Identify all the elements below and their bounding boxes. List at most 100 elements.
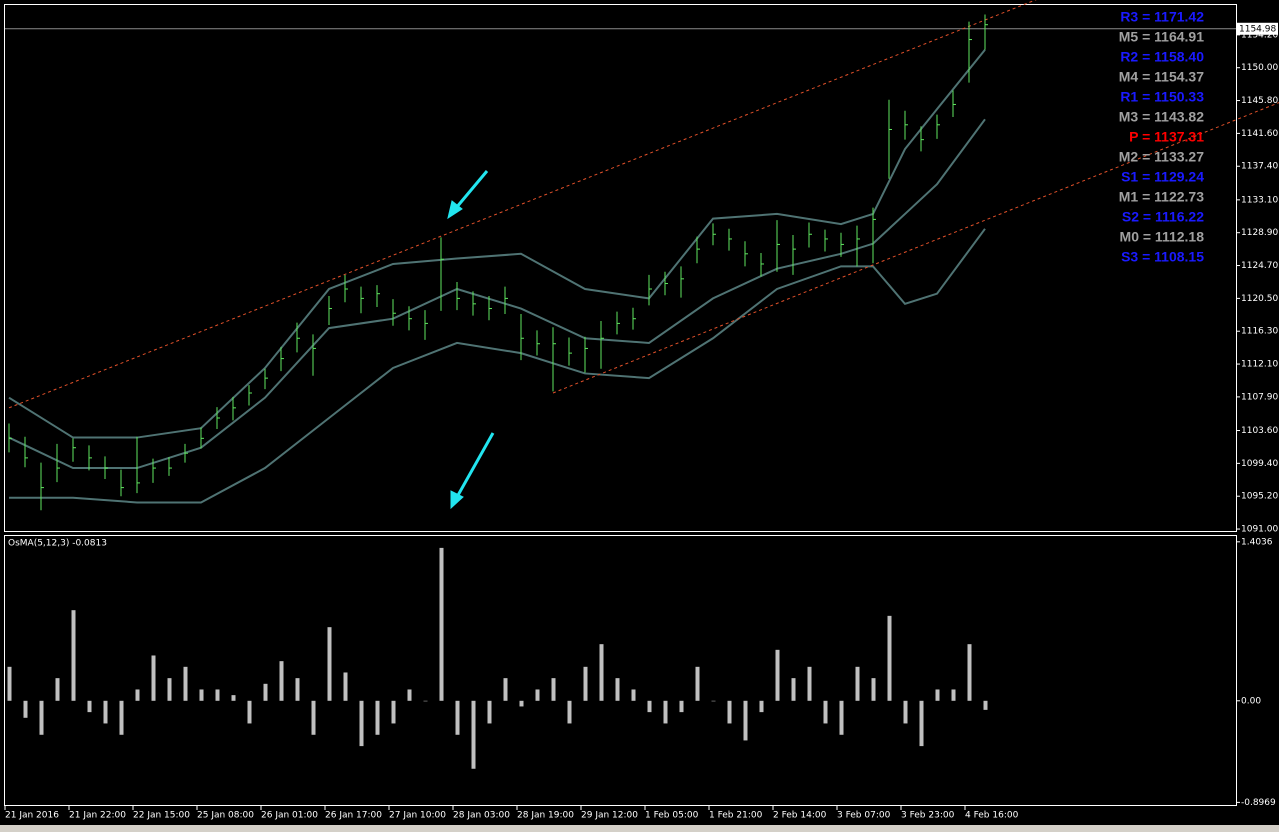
histogram-bar (519, 700, 524, 707)
pivot-label: M0 = 1112.18 (1120, 229, 1205, 245)
pivot-label: S1 = 1129.24 (1121, 169, 1204, 185)
histogram-bar (791, 678, 796, 701)
x-tick-label: 26 Jan 01:00 (261, 811, 318, 821)
last-price-box (1237, 22, 1278, 35)
pivot-label: M4 = 1154.37 (1119, 69, 1204, 85)
y-tick-label: 1133.10 (1241, 195, 1278, 205)
x-tick-label: 22 Jan 15:00 (133, 811, 190, 821)
arrows (447, 170, 495, 510)
histogram-bar (359, 700, 364, 747)
histogram-bar (215, 689, 220, 701)
y-tick-label: 1112.10 (1241, 360, 1278, 370)
histogram-bar (935, 689, 940, 701)
histogram-bar (679, 700, 684, 713)
main-pane-frame (4, 4, 1237, 532)
x-tick-label: 21 Jan 22:00 (69, 811, 126, 821)
histogram-bar (759, 700, 764, 713)
histogram-bar (119, 700, 124, 735)
pivot-label: M5 = 1164.91 (1119, 29, 1204, 45)
x-tick-label: 1 Feb 05:00 (645, 811, 699, 821)
y-tick-label: 1107.90 (1241, 392, 1278, 402)
histogram-bar (583, 666, 588, 701)
histogram-bar (967, 644, 972, 701)
histogram-bar (503, 678, 508, 701)
histogram-bar (87, 700, 92, 713)
y-tick-label: 1154.20 (1241, 30, 1278, 40)
histogram-bar (551, 678, 556, 701)
histogram-bar (295, 678, 300, 701)
arrow-head (447, 200, 463, 220)
pivot-label: R1 = 1150.33 (1120, 89, 1204, 105)
histogram-bar (279, 661, 284, 701)
histogram-bar (983, 700, 988, 710)
y-tick-label: 1116.30 (1241, 327, 1278, 337)
histogram-bar (7, 666, 12, 701)
histogram-bar (151, 655, 156, 701)
histogram-bar (839, 700, 844, 735)
arrow (455, 432, 495, 498)
histogram-bar (727, 700, 732, 724)
indicator-label: OsMA(5,12,3) -0.0813 (8, 539, 107, 549)
y-tick-label: -0.8969 (1241, 798, 1276, 808)
x-tick-label: 25 Jan 08:00 (197, 811, 254, 821)
pivot-label: M3 = 1143.82 (1119, 109, 1204, 125)
histogram-bar (631, 689, 636, 701)
histogram-bar (487, 700, 492, 724)
histogram-bar (695, 666, 700, 701)
histogram-bar (343, 672, 348, 701)
histogram-bar (455, 700, 460, 735)
y-tick-label: 1099.40 (1241, 459, 1278, 469)
y-tick-label: 1095.20 (1241, 492, 1278, 502)
histogram-bar (887, 615, 892, 701)
histogram-bar (535, 689, 540, 701)
histogram-bar (263, 683, 268, 701)
histogram-bar (423, 700, 428, 702)
histogram-bar (55, 678, 60, 701)
y-tick-label: 1141.60 (1241, 129, 1278, 139)
histogram-bar (407, 689, 412, 701)
x-tick-label: 28 Jan 03:00 (453, 811, 510, 821)
histogram-bar (919, 700, 924, 747)
x-tick-label: 2 Feb 14:00 (773, 811, 827, 821)
histogram-bar (135, 689, 140, 701)
histogram-bar (599, 644, 604, 701)
histogram-bar (615, 678, 620, 701)
y-tick-label: 1103.60 (1241, 426, 1278, 436)
tab-bar (0, 825, 1279, 832)
histogram-bar (439, 547, 444, 701)
histogram-bar (823, 700, 828, 724)
histogram-bar (711, 700, 716, 702)
histogram-bar (23, 700, 28, 718)
arrow (454, 170, 489, 209)
histogram-bar (247, 700, 252, 724)
pivot-label: R3 = 1171.42 (1120, 9, 1204, 25)
pivot-label: S2 = 1116.22 (1122, 209, 1204, 225)
x-tick-label: 26 Jan 17:00 (325, 811, 382, 821)
histogram-bar (39, 700, 44, 735)
histogram-bar (71, 610, 76, 701)
band-line (8, 118, 986, 470)
pivot-label: M1 = 1122.73 (1119, 189, 1204, 205)
x-tick-label: 29 Jan 12:00 (581, 811, 638, 821)
histogram-bar (167, 678, 172, 701)
band-line (8, 49, 986, 439)
y-tick-label: 1150.00 (1241, 63, 1278, 73)
arrow-head (450, 490, 464, 510)
histogram-bar (871, 678, 876, 701)
x-tick-label: 4 Feb 16:00 (965, 811, 1019, 821)
y-tick-label: 1145.80 (1241, 96, 1278, 106)
histogram-bar (807, 666, 812, 701)
channel-line (8, 0, 1037, 409)
y-tick-label: 1128.90 (1241, 228, 1278, 238)
y-tick-label: 1120.50 (1241, 294, 1278, 304)
y-tick-label: 1137.40 (1241, 162, 1278, 172)
pivot-label: M2 = 1133.27 (1119, 149, 1204, 165)
histogram-bar (647, 700, 652, 713)
histogram-bar (663, 700, 668, 724)
x-tick-label: 3 Feb 23:00 (901, 811, 955, 821)
histogram-bar (855, 666, 860, 701)
y-tick-label: 1.4036 (1241, 537, 1273, 547)
histogram-bar (903, 700, 908, 724)
